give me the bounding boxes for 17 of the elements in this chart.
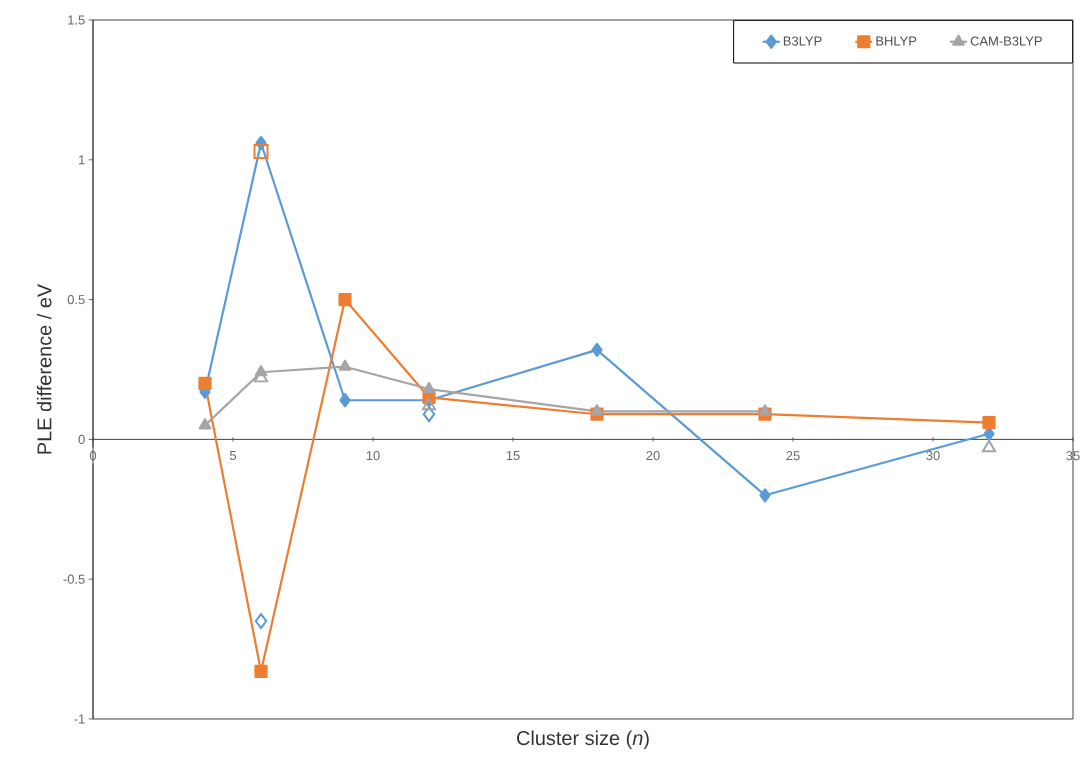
x-tick-label: 20 bbox=[646, 451, 660, 461]
y-axis-title: PLE difference / eV bbox=[36, 283, 52, 454]
x-axis-title: Cluster size (n) bbox=[517, 730, 649, 750]
y-tick-label: 0 bbox=[78, 434, 85, 444]
y-tick-label: 1 bbox=[79, 155, 85, 165]
y-tick-label: -1 bbox=[74, 714, 85, 724]
legend-label: B3LYP bbox=[783, 36, 822, 46]
x-tick-label: 5 bbox=[229, 451, 237, 461]
x-tick-label: 10 bbox=[366, 451, 380, 461]
x-tick-label: 25 bbox=[786, 451, 800, 461]
y-tick-label: 0.5 bbox=[67, 295, 85, 305]
x-tick-label: 30 bbox=[926, 451, 940, 461]
y-tick-label: -0.5 bbox=[63, 574, 85, 584]
legend-label: CAM-B3LYP bbox=[970, 36, 1042, 46]
y-tick-label: 1.5 bbox=[68, 15, 85, 25]
legend-label: BHLYP bbox=[876, 36, 917, 46]
x-tick-label: 15 bbox=[506, 451, 520, 461]
